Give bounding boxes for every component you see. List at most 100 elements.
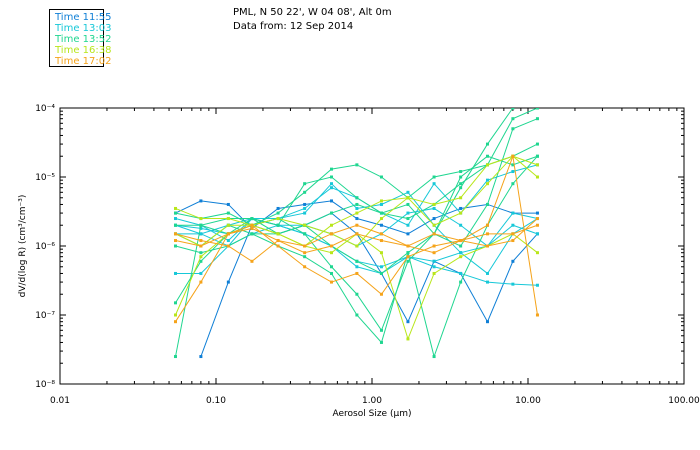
data-point [329,211,333,215]
data-point [199,259,203,263]
data-point [535,251,539,255]
data-point [485,320,489,324]
data-point [199,232,203,236]
data-point [485,280,489,284]
data-point [226,239,230,243]
data-point [511,259,515,263]
series-line [175,164,538,235]
data-point [355,202,359,206]
data-point [511,223,515,227]
data-point [459,239,463,243]
data-point [535,117,539,121]
data-point [459,244,463,248]
data-point [303,223,307,227]
location-title: PML, N 50 22', W 04 08', Alt 0m [233,7,392,18]
data-point [303,255,307,259]
data-point [535,154,539,158]
data-point [173,211,177,215]
data-point [355,211,359,215]
data-point [535,283,539,287]
data-point [355,244,359,248]
data-point [250,259,254,263]
data-point [303,232,307,236]
data-point [329,244,333,248]
data-point [459,251,463,255]
data-point [355,217,359,221]
data-point [511,108,515,110]
data-point [511,117,515,121]
data-point [379,232,383,236]
series-group [173,117,539,305]
data-point [459,186,463,190]
data-point [276,244,280,248]
data-point [459,175,463,179]
data-point [355,223,359,227]
data-point [199,271,203,275]
data-point [379,223,383,227]
data-point [379,292,383,296]
data-point [432,202,436,206]
data-point [432,244,436,248]
data-point [379,328,383,332]
data-point [485,244,489,248]
data-point [355,265,359,269]
data-point [355,271,359,275]
data-point [303,265,307,269]
data-point [511,232,515,236]
data-point [406,320,410,324]
x-tick-label: 0.01 [50,396,70,406]
data-point [276,239,280,243]
x-tick-label: 0.10 [206,396,226,406]
data-point [432,251,436,255]
data-point [459,196,463,200]
series-line [175,118,538,304]
data-point [173,301,177,305]
y-tick-label: 10⁻⁸ [35,380,55,390]
data-point [329,199,333,203]
legend-item: Time 11:55 [55,12,112,23]
data-point [432,355,436,359]
data-point [276,217,280,221]
data-point [226,280,230,284]
data-point [173,217,177,221]
data-point [511,127,515,131]
x-tick-label: 10.00 [515,396,541,406]
data-point [511,182,515,186]
y-tick-label: 10⁻⁴ [35,104,55,114]
data-point [535,232,539,236]
data-point [199,226,203,230]
series-group [173,199,539,236]
data-point [432,175,436,179]
data-point [432,217,436,221]
data-point [199,255,203,259]
data-point [329,186,333,190]
data-point [406,232,410,236]
data-point [406,244,410,248]
data-point [406,259,410,263]
data-point [485,232,489,236]
data-point [485,202,489,206]
data-point [250,226,254,230]
data-point [459,271,463,275]
series-lines [173,108,539,359]
legend-item: Time 13:52 [55,34,112,45]
data-point [379,251,383,255]
series-group [173,154,539,359]
data-point [329,280,333,284]
data-point [535,175,539,179]
data-point [432,232,436,236]
data-point [379,271,383,275]
data-point [226,223,230,227]
y-tick-label: 10⁻⁷ [35,311,55,321]
data-point [511,154,515,158]
data-point [355,292,359,296]
data-point [303,251,307,255]
data-point [173,355,177,359]
data-point [485,223,489,227]
data-point [535,223,539,227]
series-group [173,223,539,263]
data-point [303,202,307,206]
series-group [173,217,539,255]
data-point [276,206,280,210]
data-point [173,313,177,317]
